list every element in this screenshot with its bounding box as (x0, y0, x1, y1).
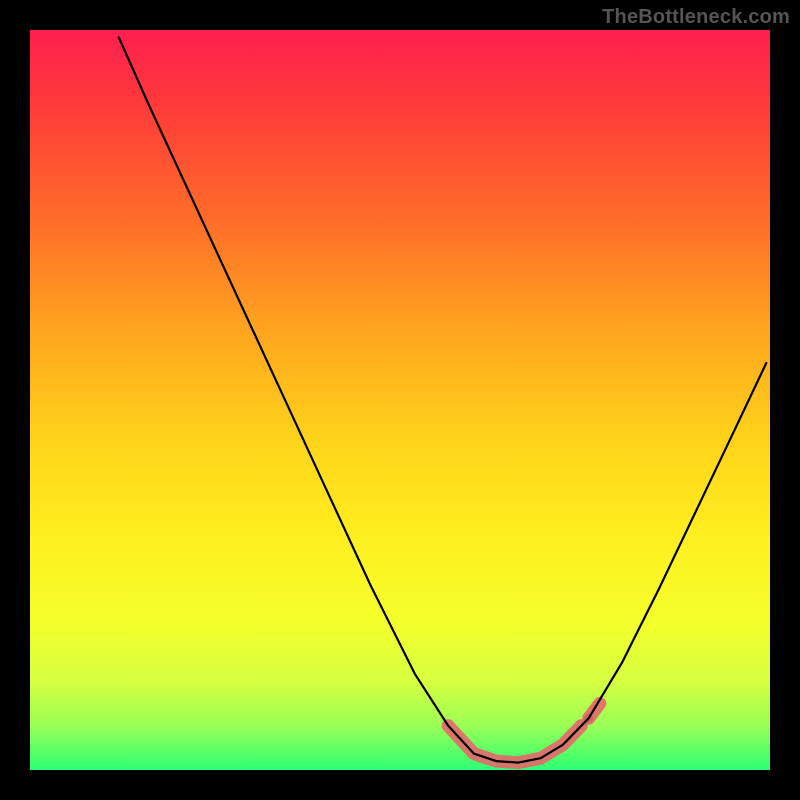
watermark-text: TheBottleneck.com (602, 6, 790, 29)
plot-background (30, 30, 770, 770)
chart-frame: TheBottleneck.com (0, 0, 800, 800)
bottleneck-curve-chart (0, 0, 800, 800)
